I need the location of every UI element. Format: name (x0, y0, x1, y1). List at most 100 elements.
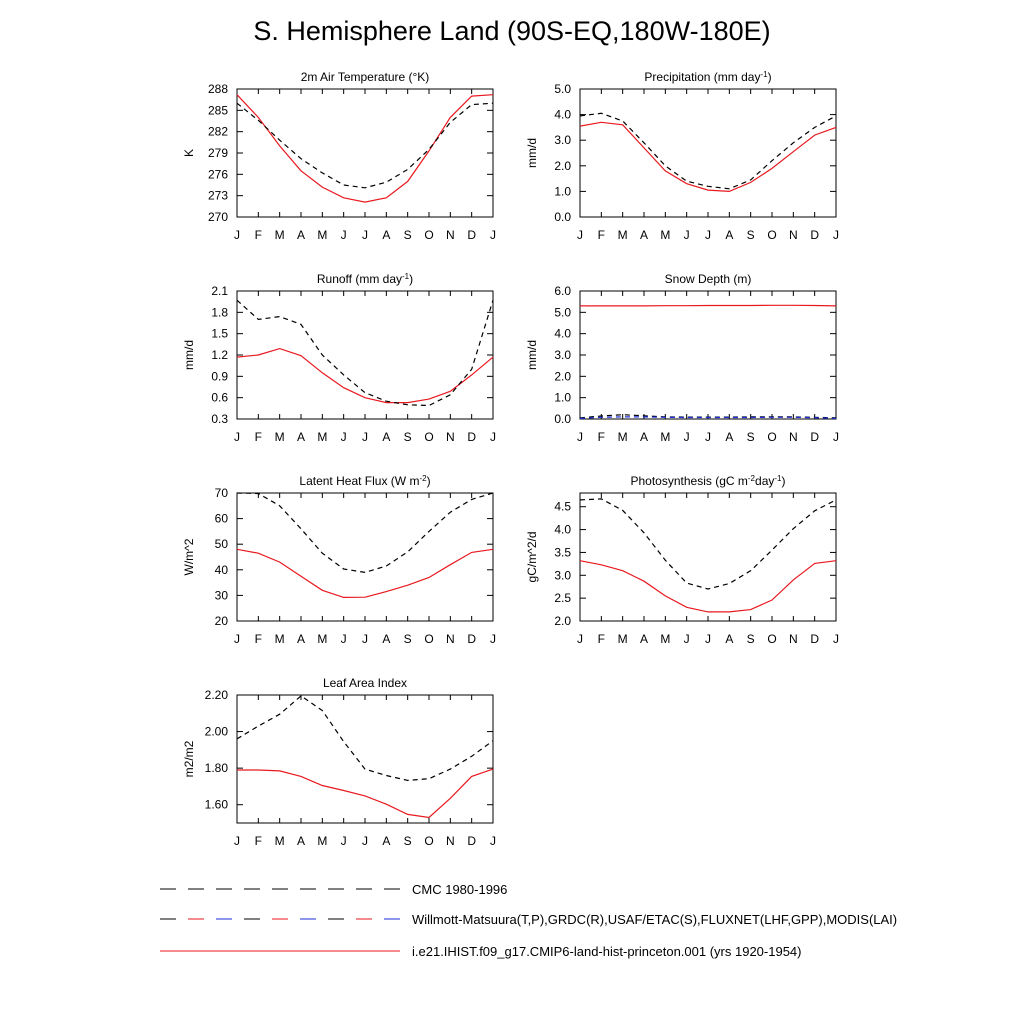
x-tick-label: J (490, 834, 496, 848)
x-tick-label: J (684, 632, 690, 646)
x-tick-label: D (810, 632, 819, 646)
x-tick-label: S (404, 632, 412, 646)
x-tick-label: M (660, 430, 670, 444)
legend-item-3: i.e21.IHIST.f09_g17.CMIP6-land-hist-prin… (160, 944, 802, 959)
x-tick-label: N (446, 228, 455, 242)
x-tick-label: M (275, 228, 285, 242)
x-tick-label: J (833, 430, 839, 444)
legend-label: i.e21.IHIST.f09_g17.CMIP6-land-hist-prin… (412, 944, 802, 959)
y-tick-label: 282 (208, 125, 228, 139)
y-tick-label: 0.9 (211, 369, 228, 383)
chart-title: Latent Heat Flux (W m-2) (299, 474, 430, 489)
main-title: S. Hemisphere Land (90S-EQ,180W-180E) (253, 16, 771, 46)
x-tick-label: S (404, 834, 412, 848)
y-tick-label: 285 (208, 103, 228, 117)
x-tick-label: J (341, 632, 347, 646)
x-tick-label: N (446, 430, 455, 444)
x-tick-label: J (234, 228, 240, 242)
y-tick-label: 2.20 (205, 688, 229, 702)
y-tick-label: 2.0 (554, 614, 571, 628)
x-tick-label: A (640, 632, 648, 646)
series-line-2 (579, 112, 837, 190)
chart-panel-runoff: Runoff (mm day-1)mm/dJ F M A M J J A S O N D J0.30.6… (182, 272, 496, 445)
y-tick-label: 4.0 (554, 327, 571, 341)
plot-frame (236, 492, 494, 622)
chart-panel-temperature: 2m Air Temperature (°K)KJ F M A M J J A S O N D J270… (182, 70, 496, 242)
x-tick-label: N (789, 632, 798, 646)
y-tick-label: 3.0 (554, 133, 571, 147)
x-tick-label: M (317, 430, 327, 444)
x-tick-label: J (234, 430, 240, 444)
plot-frame (579, 492, 837, 622)
y-tick-label: 40 (215, 563, 229, 577)
x-tick-label: J (490, 228, 496, 242)
series-line-1 (236, 94, 494, 203)
x-tick-label: J (705, 430, 711, 444)
plot-frame (579, 88, 837, 218)
series-line-1 (237, 768, 494, 819)
x-tick-label: F (598, 228, 605, 242)
x-tick-label: S (404, 430, 412, 444)
y-tick-label: 70 (215, 486, 229, 500)
series-line-2 (236, 695, 494, 782)
chart-title: Photosynthesis (gC m-2day-1) (631, 474, 786, 489)
x-tick-label: A (640, 430, 648, 444)
x-tick-label: J (833, 228, 839, 242)
x-tick-label: O (424, 430, 433, 444)
series-line-2 (579, 498, 837, 590)
y-tick-label: 3.5 (554, 545, 571, 559)
chart-panel-snow_depth: Snow Depth (m)mm/dJ F M A M J J A S O N D J0.01.02.0… (525, 272, 839, 444)
chart-title: 2m Air Temperature (°K) (301, 70, 430, 84)
x-tick-label: S (747, 228, 755, 242)
x-tick-label: F (598, 632, 605, 646)
x-tick-label: A (382, 430, 390, 444)
series-line-1 (236, 347, 494, 404)
plot-frame (236, 290, 494, 420)
x-tick-label: J (234, 834, 240, 848)
x-tick-label: J (490, 430, 496, 444)
y-tick-label: 279 (208, 146, 228, 160)
legend-label: Willmott-Matsuura(T,P),GRDC(R),USAF/ETAC… (412, 912, 897, 927)
x-tick-label: F (598, 430, 605, 444)
y-tick-label: 1.5 (211, 327, 228, 341)
x-tick-label: F (255, 632, 262, 646)
x-tick-label: D (810, 430, 819, 444)
y-tick-label: 30 (215, 588, 229, 602)
x-tick-label: A (382, 228, 390, 242)
x-tick-label: J (341, 228, 347, 242)
y-tick-label: 2.0 (554, 369, 571, 383)
legend-item-2: Willmott-Matsuura(T,P),GRDC(R),USAF/ETAC… (160, 912, 897, 927)
chart-panel-precipitation: Precipitation (mm day-1)mm/dJ F M A M J J A S O N D… (525, 70, 839, 243)
y-tick-label: 0.3 (211, 412, 228, 426)
y-tick-label: 50 (215, 537, 229, 551)
y-tick-label: 1.0 (554, 391, 571, 405)
y-tick-label: 288 (208, 82, 228, 96)
series-line-1 (579, 121, 837, 193)
legend-label: CMC 1980-1996 (412, 882, 507, 897)
x-tick-label: J (684, 430, 690, 444)
x-tick-label: N (446, 834, 455, 848)
x-tick-label: M (618, 430, 628, 444)
x-tick-label: M (275, 834, 285, 848)
y-tick-label: 0.0 (554, 412, 571, 426)
y-tick-label: 3.0 (554, 568, 571, 582)
y-tick-label: 0.0 (554, 210, 571, 224)
x-tick-label: J (490, 632, 496, 646)
x-tick-label: N (789, 430, 798, 444)
chart-title: Runoff (mm day-1) (317, 272, 413, 287)
series-line-1 (236, 548, 494, 599)
x-tick-label: J (577, 430, 583, 444)
series-line-2 (236, 299, 494, 407)
x-tick-label: D (467, 632, 476, 646)
x-tick-label: J (705, 228, 711, 242)
y-tick-label: 273 (208, 189, 228, 203)
y-tick-label: 1.8 (211, 305, 228, 319)
x-tick-label: M (317, 632, 327, 646)
x-tick-label: M (317, 228, 327, 242)
x-tick-label: N (446, 632, 455, 646)
y-tick-label: 4.0 (554, 523, 571, 537)
x-tick-label: A (725, 632, 733, 646)
x-tick-label: J (684, 228, 690, 242)
